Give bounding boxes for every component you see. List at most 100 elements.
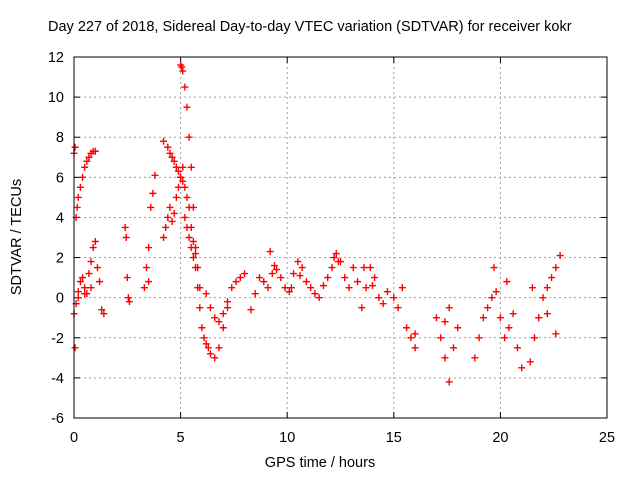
- data-point: [296, 272, 304, 280]
- data-point: [362, 284, 370, 292]
- data-point: [334, 258, 342, 266]
- data-point: [211, 314, 219, 322]
- data-point: [224, 298, 232, 306]
- data-point: [411, 330, 419, 338]
- data-point: [266, 248, 274, 256]
- data-point: [74, 288, 82, 296]
- data-point: [260, 278, 268, 286]
- data-point: [501, 334, 509, 342]
- data-point: [140, 284, 148, 292]
- data-point: [273, 266, 281, 274]
- data-point: [398, 284, 406, 292]
- y-tick-label: 12: [48, 50, 64, 66]
- tick-labels: 0 5 10 15 20 25 -6 -4 -2 0 2 4 6 8 10 12: [48, 50, 615, 446]
- data-point: [81, 284, 89, 292]
- data-point: [445, 378, 453, 386]
- data-point: [390, 294, 398, 302]
- data-point: [93, 264, 101, 272]
- data-point: [319, 282, 327, 290]
- data-point: [200, 334, 208, 342]
- data-point: [89, 244, 97, 252]
- y-tick-label: -2: [51, 331, 64, 347]
- data-point: [368, 282, 376, 290]
- data-point: [206, 304, 214, 312]
- data-point: [358, 304, 366, 312]
- data-point: [160, 234, 168, 241]
- data-point: [543, 310, 551, 318]
- data-point: [194, 284, 202, 292]
- data-point: [232, 278, 240, 286]
- data-point: [100, 310, 108, 318]
- data-point: [330, 254, 338, 262]
- data-point: [192, 250, 200, 258]
- y-tick-label: 10: [48, 90, 64, 106]
- data-point: [307, 284, 315, 292]
- data-point: [432, 314, 440, 322]
- data-point: [375, 294, 383, 302]
- data-point: [236, 274, 244, 282]
- data-point: [219, 310, 227, 318]
- x-tick-label: 5: [177, 430, 185, 446]
- data-point: [185, 133, 193, 141]
- data-point: [98, 306, 106, 314]
- data-point: [471, 354, 479, 362]
- data-point: [437, 334, 445, 342]
- data-point: [543, 284, 551, 292]
- data-point: [83, 157, 91, 165]
- data-point: [341, 274, 349, 282]
- data-point: [255, 274, 263, 282]
- data-point: [349, 264, 357, 272]
- y-axis-label: SDTVAR / TECUs: [9, 178, 25, 296]
- data-point: [328, 264, 336, 272]
- y-tick-label: 6: [56, 170, 64, 186]
- data-point: [215, 344, 223, 352]
- data-point: [371, 274, 379, 282]
- x-axis-label: GPS time / hours: [264, 455, 376, 471]
- data-point: [287, 284, 295, 292]
- data-point: [228, 284, 236, 292]
- data-point: [145, 278, 153, 286]
- data-point: [411, 344, 419, 352]
- data-point: [124, 294, 132, 302]
- data-point: [178, 63, 186, 71]
- data-point: [509, 310, 517, 318]
- data-point: [142, 264, 150, 272]
- chart-title: Day 227 of 2018, Sidereal Day-to-day VTE…: [48, 19, 572, 35]
- data-point: [311, 290, 319, 298]
- data-point: [526, 358, 534, 366]
- data-point: [179, 163, 187, 171]
- data-point: [298, 264, 306, 272]
- data-point: [174, 167, 182, 175]
- data-point: [160, 137, 168, 145]
- data-point: [189, 238, 197, 246]
- data-point: [202, 340, 210, 348]
- data-point: [324, 274, 332, 282]
- data-point: [96, 278, 104, 286]
- data-point: [503, 278, 511, 286]
- data-point: [189, 254, 197, 262]
- data-point: [174, 183, 182, 191]
- data-point: [552, 330, 560, 338]
- data-point: [241, 270, 249, 278]
- data-point: [441, 318, 449, 326]
- data-point: [185, 234, 193, 241]
- data-point: [76, 183, 84, 191]
- data-point: [219, 324, 227, 332]
- data-point: [196, 304, 204, 312]
- data-point: [445, 304, 453, 312]
- data-point: [168, 153, 176, 161]
- data-point: [302, 278, 310, 286]
- data-point: [145, 244, 153, 252]
- data-point: [183, 103, 191, 111]
- data-point: [192, 264, 200, 272]
- data-point: [170, 209, 178, 217]
- data-point: [151, 171, 159, 179]
- data-point: [285, 288, 293, 296]
- data-point: [181, 83, 189, 91]
- data-point: [172, 163, 180, 171]
- y-tick-label: 0: [56, 291, 64, 307]
- data-point: [87, 284, 95, 292]
- data-point: [407, 334, 415, 342]
- x-tick-label: 0: [70, 430, 78, 446]
